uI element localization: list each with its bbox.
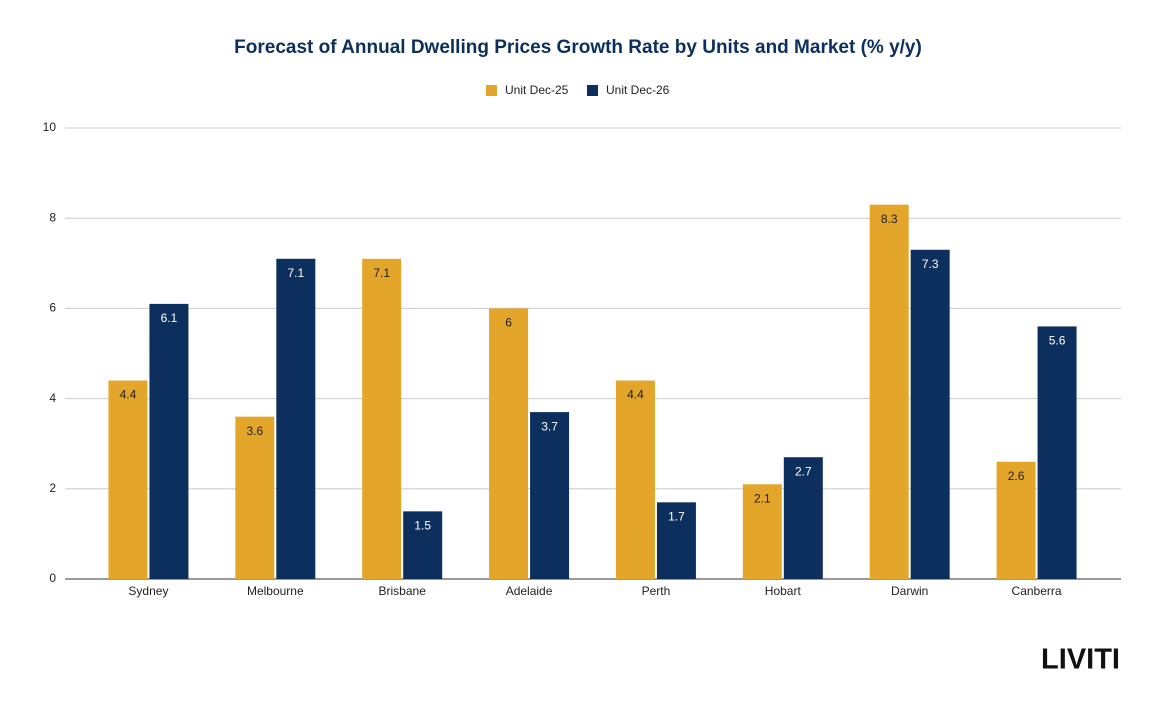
y-tick-label: 10 [43, 120, 57, 134]
x-tick-label: Adelaide [506, 584, 553, 598]
x-tick-label: Melbourne [247, 584, 304, 598]
bar [149, 303, 189, 579]
x-tick-label: Canberra [1012, 584, 1062, 598]
bar [742, 484, 782, 579]
y-tick-label: 2 [49, 481, 56, 495]
data-label: 8.3 [881, 212, 898, 226]
data-label: 2.6 [1008, 469, 1025, 483]
data-label: 2.1 [754, 491, 771, 505]
bar [235, 416, 275, 579]
data-label: 5.6 [1049, 334, 1066, 348]
data-label: 3.6 [246, 424, 263, 438]
legend-swatch [486, 85, 497, 96]
y-tick-label: 4 [49, 391, 56, 405]
y-tick-label: 8 [49, 210, 56, 224]
legend-swatch [587, 85, 598, 96]
data-label: 1.7 [668, 510, 685, 524]
data-label: 6 [505, 316, 512, 330]
data-label: 4.4 [627, 388, 644, 402]
bar [276, 258, 316, 579]
data-label: 7.3 [922, 257, 939, 271]
legend-label: Unit Dec-25 [505, 83, 569, 97]
bar [869, 204, 909, 580]
bar [996, 461, 1036, 579]
bar [910, 249, 950, 579]
data-label: 1.5 [414, 519, 431, 533]
y-tick-label: 6 [49, 301, 56, 315]
bar [108, 380, 148, 579]
x-tick-label: Perth [642, 584, 671, 598]
data-label: 3.7 [541, 419, 558, 433]
bar [530, 412, 570, 579]
x-tick-label: Hobart [765, 584, 802, 598]
logo: LIVITI [1041, 644, 1120, 676]
x-tick-label: Darwin [891, 584, 928, 598]
legend-label: Unit Dec-26 [606, 83, 670, 97]
bar [1037, 326, 1077, 579]
bar [615, 380, 655, 579]
bar [656, 502, 696, 579]
bar [362, 258, 402, 579]
bar [489, 308, 529, 579]
y-tick-label: 0 [49, 571, 56, 585]
data-label: 7.1 [373, 266, 390, 280]
x-tick-label: Sydney [128, 584, 168, 598]
bar [783, 457, 823, 579]
chart-title: Forecast of Annual Dwelling Prices Growt… [234, 37, 922, 58]
data-label: 4.4 [120, 388, 137, 402]
data-label: 2.7 [795, 464, 812, 478]
bar [403, 511, 443, 579]
data-label: 7.1 [287, 266, 304, 280]
x-tick-label: Brisbane [379, 584, 427, 598]
data-label: 6.1 [161, 311, 178, 325]
